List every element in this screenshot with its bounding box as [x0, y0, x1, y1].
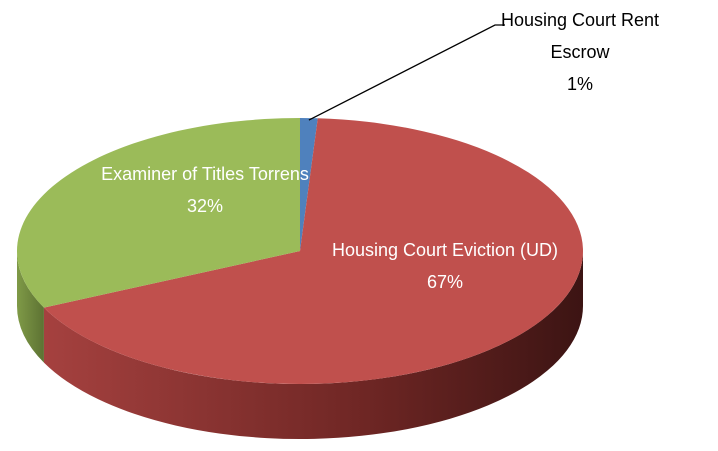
slice [16, 118, 301, 308]
slice-side [17, 251, 44, 363]
slice-side [43, 251, 583, 439]
value-label: 1% [566, 74, 593, 94]
slice-label: Examiner of Titles Torrens 32% [100, 158, 310, 222]
slice [300, 118, 318, 251]
category: Housing Court Eviction (UD) [331, 240, 559, 260]
category: Examiner of Titles Torrens [101, 164, 309, 184]
slice [43, 118, 584, 384]
value-label: 67% [426, 272, 464, 292]
leader-line [308, 24, 505, 121]
value-label: 32% [186, 196, 224, 216]
category: Housing Court Rent Escrow [500, 10, 660, 62]
slice-label: Housing Court Rent Escrow 1% [495, 4, 665, 100]
slice-label: Housing Court Eviction (UD) 67% [305, 234, 585, 298]
